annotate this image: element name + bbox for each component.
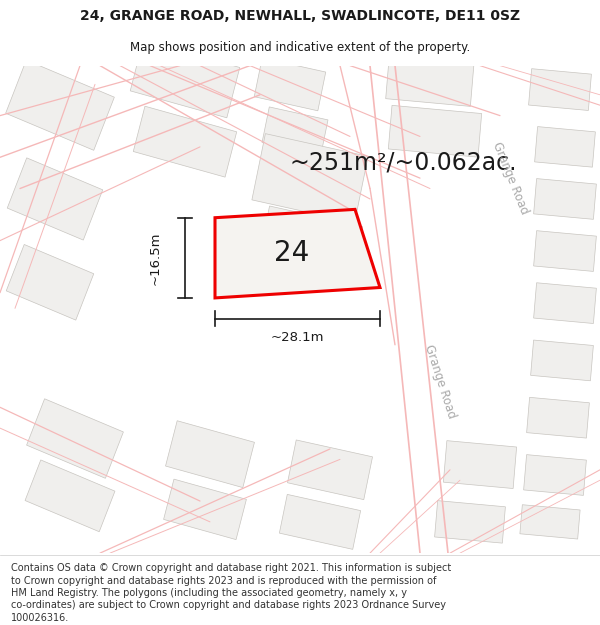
Polygon shape <box>529 69 592 111</box>
Polygon shape <box>535 127 595 167</box>
Polygon shape <box>5 60 115 150</box>
Text: Grange Road: Grange Road <box>422 342 458 420</box>
Polygon shape <box>533 179 596 219</box>
Polygon shape <box>252 134 368 222</box>
Text: Contains OS data © Crown copyright and database right 2021. This information is : Contains OS data © Crown copyright and d… <box>11 563 451 573</box>
Polygon shape <box>530 340 593 381</box>
Polygon shape <box>164 479 247 539</box>
Text: HM Land Registry. The polygons (including the associated geometry, namely x, y: HM Land Registry. The polygons (includin… <box>11 588 407 598</box>
Polygon shape <box>520 505 580 539</box>
Polygon shape <box>166 421 254 488</box>
Polygon shape <box>386 52 474 106</box>
Polygon shape <box>25 460 115 532</box>
Text: ~28.1m: ~28.1m <box>271 331 324 344</box>
Polygon shape <box>26 399 124 478</box>
Text: to Crown copyright and database rights 2023 and is reproduced with the permissio: to Crown copyright and database rights 2… <box>11 576 436 586</box>
Polygon shape <box>7 158 103 240</box>
Polygon shape <box>133 106 237 177</box>
Text: Map shows position and indicative extent of the property.: Map shows position and indicative extent… <box>130 41 470 54</box>
Polygon shape <box>215 209 380 298</box>
Polygon shape <box>533 282 596 324</box>
Polygon shape <box>287 440 373 499</box>
Text: Grange Road: Grange Road <box>490 140 530 216</box>
Polygon shape <box>262 107 328 156</box>
Polygon shape <box>527 398 589 438</box>
Polygon shape <box>388 106 482 157</box>
Polygon shape <box>130 41 240 118</box>
Text: 100026316.: 100026316. <box>11 612 69 622</box>
Polygon shape <box>434 501 505 543</box>
Polygon shape <box>254 58 326 111</box>
Text: 24: 24 <box>274 239 309 267</box>
Text: 24, GRANGE ROAD, NEWHALL, SWADLINCOTE, DE11 0SZ: 24, GRANGE ROAD, NEWHALL, SWADLINCOTE, D… <box>80 9 520 23</box>
Polygon shape <box>6 244 94 320</box>
Polygon shape <box>280 494 361 549</box>
Polygon shape <box>443 441 517 489</box>
Text: ~251m²/~0.062ac.: ~251m²/~0.062ac. <box>290 151 517 174</box>
Polygon shape <box>533 231 596 271</box>
Polygon shape <box>257 206 362 286</box>
Polygon shape <box>524 454 586 496</box>
Text: co-ordinates) are subject to Crown copyright and database rights 2023 Ordnance S: co-ordinates) are subject to Crown copyr… <box>11 600 446 610</box>
Text: ~16.5m: ~16.5m <box>149 231 161 284</box>
